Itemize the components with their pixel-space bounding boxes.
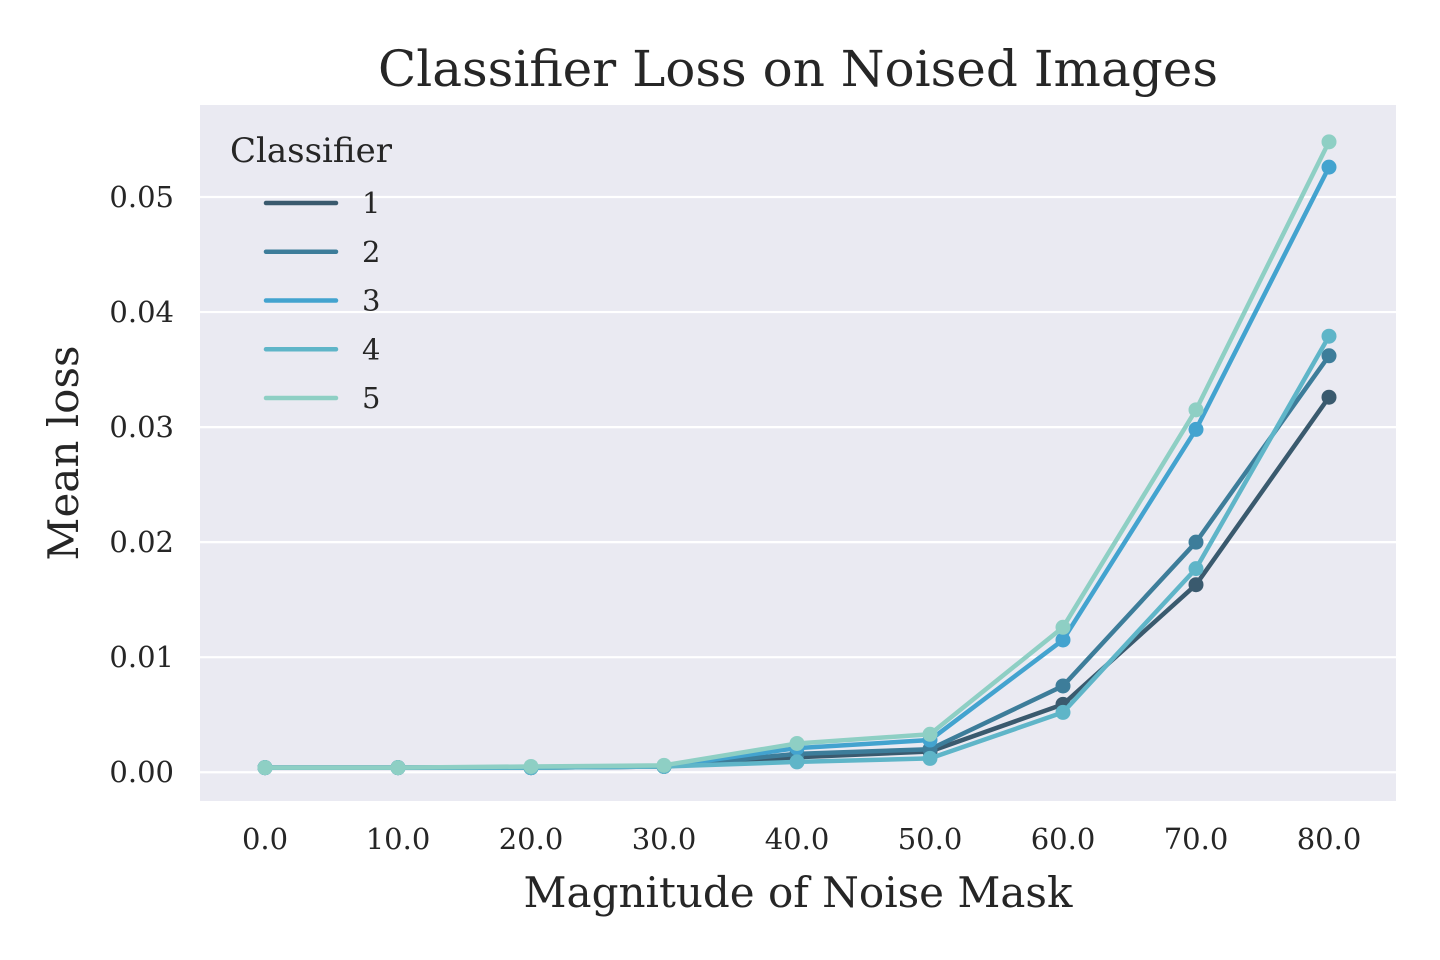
data-point	[1188, 561, 1204, 577]
legend-label: 5	[362, 381, 380, 415]
x-tick-label: 50.0	[898, 822, 963, 856]
data-point	[789, 754, 805, 770]
data-point	[1188, 534, 1204, 550]
legend-item: 1	[263, 186, 380, 220]
legend-item: 4	[263, 332, 380, 366]
data-point	[1055, 619, 1071, 635]
legend-label: 2	[362, 235, 380, 269]
legend-title: Classifier	[230, 131, 393, 171]
data-point	[523, 758, 539, 774]
chart-title: Classifier Loss on Noised Images	[378, 40, 1218, 98]
x-tick-label: 10.0	[366, 822, 431, 856]
data-point	[1321, 328, 1337, 344]
x-tick-label: 60.0	[1031, 822, 1096, 856]
y-tick-label: 0.00	[109, 755, 174, 789]
y-tick-label: 0.02	[109, 525, 174, 559]
legend: Classifier 1 2 3 4 5	[230, 131, 393, 415]
data-point	[1188, 402, 1204, 418]
legend-item: 2	[263, 235, 380, 269]
data-point	[789, 735, 805, 751]
series-5	[257, 134, 1337, 776]
data-point	[1321, 134, 1337, 150]
legend-label: 1	[362, 186, 380, 220]
data-point	[1188, 421, 1204, 437]
plot-area	[200, 105, 1396, 801]
data-point	[1055, 678, 1071, 694]
legend-item: 5	[263, 381, 380, 415]
legend-item: 3	[263, 284, 380, 318]
y-axis-label: Mean loss	[39, 345, 88, 560]
y-tick-label: 0.05	[109, 180, 174, 214]
x-tick-label: 0.0	[242, 822, 288, 856]
x-tick-labels: 0.0 10.0 20.0 30.0 40.0 50.0 60.0 70.0 80.0	[242, 822, 1361, 856]
data-point	[1321, 389, 1337, 405]
data-point	[1188, 577, 1204, 593]
data-point	[1055, 704, 1071, 720]
data-point	[922, 726, 938, 742]
series-lines	[257, 134, 1337, 776]
legend-label: 4	[362, 332, 380, 366]
legend-items: 1 2 3 4 5	[263, 186, 380, 415]
y-tick-label: 0.01	[109, 640, 174, 674]
x-tick-label: 80.0	[1297, 822, 1362, 856]
y-tick-label: 0.04	[109, 295, 174, 329]
x-tick-label: 40.0	[765, 822, 830, 856]
y-tick-labels: 0.00 0.01 0.02 0.03 0.04 0.05	[109, 180, 174, 789]
data-point	[1321, 159, 1337, 175]
data-point	[922, 750, 938, 766]
y-tick-label: 0.03	[109, 410, 174, 444]
x-tick-label: 20.0	[499, 822, 564, 856]
data-point	[257, 760, 273, 776]
x-tick-label: 70.0	[1164, 822, 1229, 856]
legend-label: 3	[362, 284, 380, 318]
x-tick-label: 30.0	[632, 822, 697, 856]
data-point	[656, 757, 672, 773]
data-point	[1055, 632, 1071, 648]
x-axis-label: Magnitude of Noise Mask	[524, 868, 1073, 917]
data-point	[1321, 348, 1337, 364]
data-point	[390, 760, 406, 776]
